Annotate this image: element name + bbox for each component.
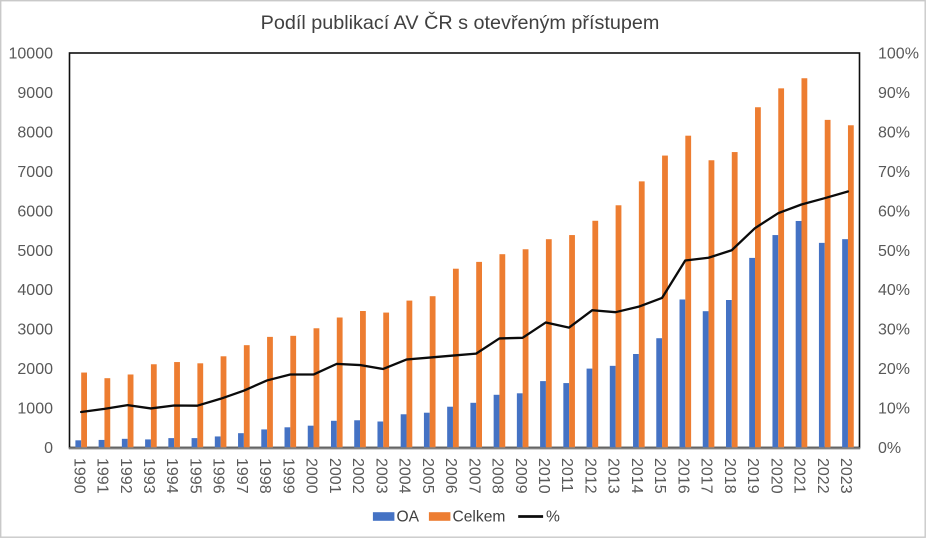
- svg-text:2003: 2003: [372, 458, 389, 494]
- svg-text:2017: 2017: [698, 458, 715, 494]
- svg-text:2002: 2002: [349, 458, 366, 494]
- svg-text:1997: 1997: [233, 458, 250, 494]
- svg-text:10000: 10000: [9, 46, 54, 63]
- svg-text:1995: 1995: [186, 458, 203, 494]
- svg-text:70%: 70%: [878, 164, 910, 181]
- svg-text:1999: 1999: [279, 458, 296, 494]
- svg-text:3000: 3000: [17, 322, 53, 339]
- svg-text:8000: 8000: [17, 124, 53, 141]
- svg-text:1994: 1994: [163, 458, 180, 494]
- svg-text:OA: OA: [397, 509, 420, 526]
- svg-text:2005: 2005: [419, 458, 436, 494]
- svg-text:5000: 5000: [17, 243, 53, 260]
- svg-text:30%: 30%: [878, 322, 910, 339]
- svg-text:2022: 2022: [814, 458, 831, 494]
- svg-text:2021: 2021: [791, 458, 808, 494]
- svg-text:2000: 2000: [17, 361, 53, 378]
- svg-text:20%: 20%: [878, 361, 910, 378]
- svg-text:1000: 1000: [17, 401, 53, 418]
- svg-text:2000: 2000: [303, 458, 320, 494]
- svg-text:80%: 80%: [878, 124, 910, 141]
- svg-text:2013: 2013: [605, 458, 622, 494]
- svg-text:Podíl publikací AV ČR s otevře: Podíl publikací AV ČR s otevřeným přístu…: [261, 11, 660, 34]
- svg-text:10%: 10%: [878, 401, 910, 418]
- svg-text:2023: 2023: [837, 458, 854, 494]
- svg-text:9000: 9000: [17, 85, 53, 102]
- svg-text:2010: 2010: [535, 458, 552, 494]
- svg-text:40%: 40%: [878, 282, 910, 299]
- svg-text:2001: 2001: [326, 458, 343, 494]
- svg-text:7000: 7000: [17, 164, 53, 181]
- svg-text:1992: 1992: [117, 458, 134, 494]
- svg-text:2011: 2011: [558, 458, 575, 493]
- svg-text:2014: 2014: [628, 458, 645, 494]
- svg-text:4000: 4000: [17, 282, 53, 299]
- svg-text:Celkem: Celkem: [453, 509, 506, 526]
- svg-text:2020: 2020: [767, 458, 784, 494]
- svg-text:2007: 2007: [465, 458, 482, 494]
- svg-text:%: %: [546, 509, 560, 526]
- svg-text:1996: 1996: [210, 458, 227, 494]
- svg-text:2006: 2006: [442, 458, 459, 494]
- svg-text:2018: 2018: [721, 458, 738, 494]
- svg-text:6000: 6000: [17, 203, 53, 220]
- svg-text:2015: 2015: [651, 458, 668, 494]
- svg-text:2012: 2012: [581, 458, 598, 494]
- svg-text:1993: 1993: [140, 458, 157, 494]
- svg-text:2016: 2016: [674, 458, 691, 494]
- svg-text:2004: 2004: [396, 458, 413, 494]
- svg-text:100%: 100%: [878, 46, 919, 63]
- svg-text:1990: 1990: [70, 458, 87, 494]
- svg-text:90%: 90%: [878, 85, 910, 102]
- svg-text:0: 0: [44, 440, 53, 457]
- svg-text:0%: 0%: [878, 440, 901, 457]
- svg-text:2008: 2008: [489, 458, 506, 494]
- svg-text:50%: 50%: [878, 243, 910, 260]
- svg-text:2019: 2019: [744, 458, 761, 494]
- svg-text:2009: 2009: [512, 458, 529, 494]
- svg-text:1991: 1991: [94, 458, 111, 494]
- svg-text:1998: 1998: [256, 458, 273, 494]
- svg-text:60%: 60%: [878, 203, 910, 220]
